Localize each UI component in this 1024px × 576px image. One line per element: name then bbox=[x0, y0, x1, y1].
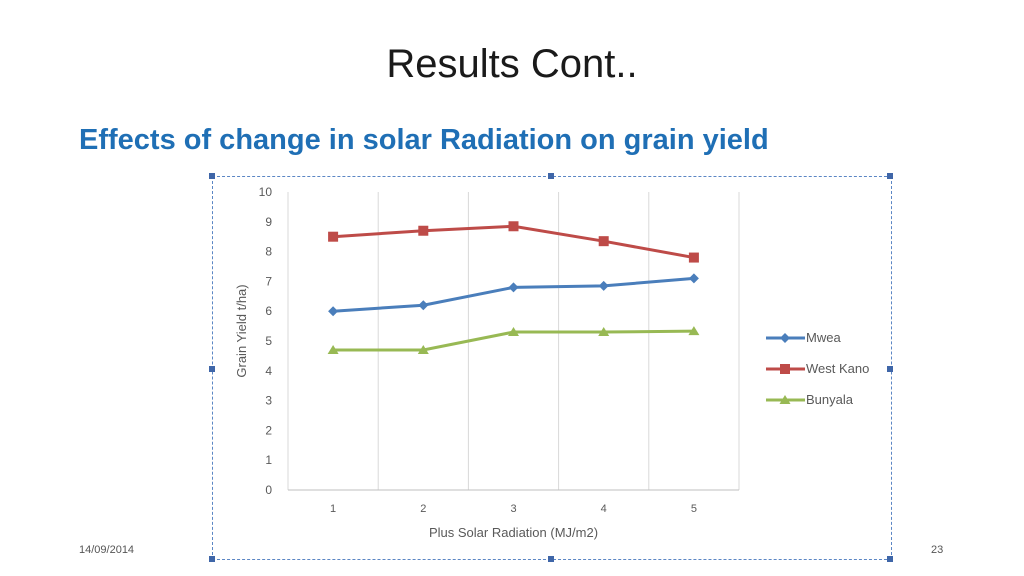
resize-handle-top-left[interactable] bbox=[209, 173, 215, 179]
data-point-west-kano bbox=[598, 236, 609, 247]
x-axis-title: Plus Solar Radiation (MJ/m2) bbox=[429, 525, 598, 540]
y-tick-label: 1 bbox=[265, 453, 272, 467]
data-point-mwea bbox=[688, 273, 699, 284]
x-tick-label: 5 bbox=[691, 503, 697, 515]
x-tick-label: 3 bbox=[510, 503, 516, 515]
x-tick-label: 2 bbox=[420, 503, 426, 515]
data-point-mwea bbox=[328, 306, 339, 317]
legend-label-mwea: Mwea bbox=[806, 330, 841, 345]
y-tick-label: 10 bbox=[259, 185, 273, 199]
data-point-west-kano bbox=[508, 221, 519, 232]
legend-marker-west-kano bbox=[780, 364, 790, 374]
data-point-bunyala bbox=[508, 327, 519, 337]
x-tick-label: 4 bbox=[601, 503, 607, 515]
y-tick-label: 2 bbox=[265, 423, 272, 437]
legend-label-west-kano: West Kano bbox=[806, 361, 869, 376]
y-tick-label: 4 bbox=[265, 364, 272, 378]
resize-handle-bottom-center[interactable] bbox=[548, 556, 554, 562]
data-point-bunyala bbox=[417, 344, 429, 354]
resize-handle-top-center[interactable] bbox=[548, 173, 554, 179]
data-point-mwea bbox=[418, 300, 429, 311]
chart-selection-frame[interactable]: 0 1 2 3 4 5 6 7 8 9 10 1 2 3 4 5 Plus Solar Radiation (M… bbox=[212, 176, 892, 560]
resize-handle-bottom-left[interactable] bbox=[209, 556, 215, 562]
legend-label-bunyala: Bunyala bbox=[806, 392, 854, 407]
data-point-mwea bbox=[598, 280, 609, 291]
x-tick-label: 1 bbox=[330, 503, 336, 515]
y-tick-label: 3 bbox=[265, 394, 272, 408]
footer-date: 14/09/2014 bbox=[79, 544, 135, 556]
resize-handle-bottom-right[interactable] bbox=[887, 556, 893, 562]
data-point-mwea bbox=[508, 282, 519, 293]
legend-marker-bunyala bbox=[779, 395, 791, 404]
data-point-bunyala bbox=[598, 327, 610, 337]
data-point-bunyala bbox=[688, 326, 700, 336]
y-tick-label: 9 bbox=[265, 215, 272, 229]
data-point-bunyala bbox=[327, 344, 339, 354]
y-tick-label: 5 bbox=[265, 334, 272, 348]
resize-handle-middle-right[interactable] bbox=[887, 366, 893, 372]
data-point-west-kano bbox=[328, 231, 339, 242]
y-tick-label: 7 bbox=[265, 274, 272, 288]
resize-handle-middle-left[interactable] bbox=[209, 366, 215, 372]
data-point-west-kano bbox=[688, 252, 699, 263]
legend-marker-mwea bbox=[780, 333, 790, 343]
y-tick-label: 8 bbox=[265, 245, 272, 259]
line-chart: 0 1 2 3 4 5 6 7 8 9 10 1 2 3 4 5 Plus Solar Radiation (M… bbox=[234, 185, 869, 540]
page-number: 23 bbox=[931, 544, 944, 556]
data-point-west-kano bbox=[418, 225, 429, 236]
resize-handle-top-right[interactable] bbox=[887, 173, 893, 179]
slide-subtitle: Effects of change in solar Radiation on … bbox=[79, 124, 769, 156]
slide-title: Results Cont.. bbox=[386, 42, 638, 86]
y-axis-title: Grain Yield t/ha) bbox=[234, 284, 249, 377]
y-tick-label: 0 bbox=[265, 483, 272, 497]
y-tick-label: 6 bbox=[265, 304, 272, 318]
